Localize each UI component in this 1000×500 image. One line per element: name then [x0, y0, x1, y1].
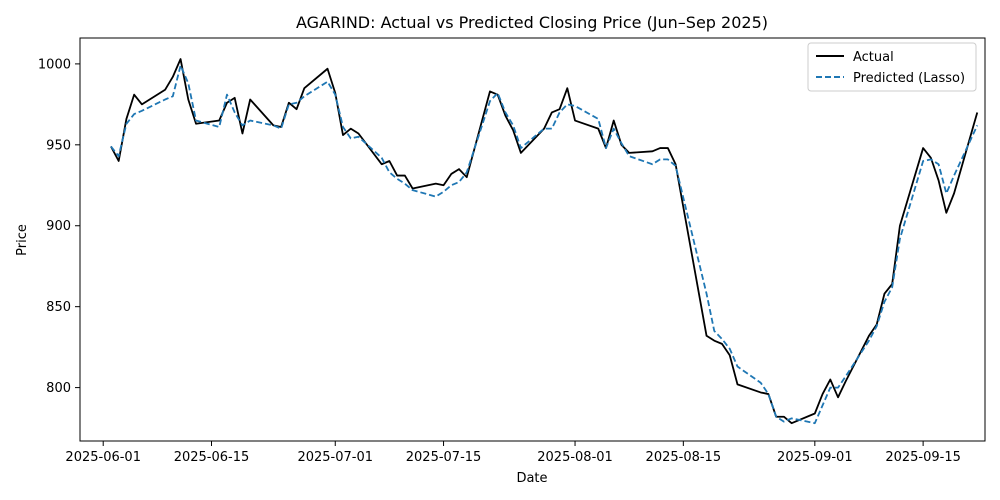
legend-box	[807, 42, 977, 92]
series-line-predicted	[110, 64, 979, 425]
x-tick-label: 2025-09-15	[885, 450, 961, 465]
x-tick-label: 2025-07-15	[406, 450, 482, 465]
y-axis-title: Price	[15, 224, 30, 256]
series-line-actual	[110, 58, 979, 425]
x-tick-label: 2025-07-01	[297, 450, 373, 465]
plot-area-frame	[79, 37, 986, 442]
x-axis-ticks: 2025-06-01 2025-06-15 2025-07-01 2025-07-15…	[65, 441, 961, 465]
y-tick-label: 800	[46, 381, 71, 396]
y-tick-label: 950	[46, 138, 71, 153]
x-tick-label: 2025-08-15	[646, 450, 722, 465]
y-tick-label: 1000	[38, 57, 71, 72]
x-tick-label: 2025-08-01	[537, 450, 613, 465]
x-tick-label: 2025-06-15	[174, 450, 250, 465]
series-layer	[110, 58, 979, 425]
x-tick-label: 2025-09-01	[777, 450, 853, 465]
x-tick-label: 2025-06-01	[65, 450, 141, 465]
legend-label-predicted: Predicted (Lasso)	[853, 71, 965, 86]
x-axis-title: Date	[516, 471, 547, 486]
chart-title: AGARIND: Actual vs Predicted Closing Pri…	[296, 13, 768, 32]
y-tick-label: 850	[46, 300, 71, 315]
legend: Actual Predicted (Lasso)	[807, 42, 977, 92]
legend-label-actual: Actual	[853, 50, 894, 65]
y-tick-label: 900	[46, 219, 71, 234]
y-axis-ticks: 800 850 900 950 1000	[38, 57, 80, 396]
